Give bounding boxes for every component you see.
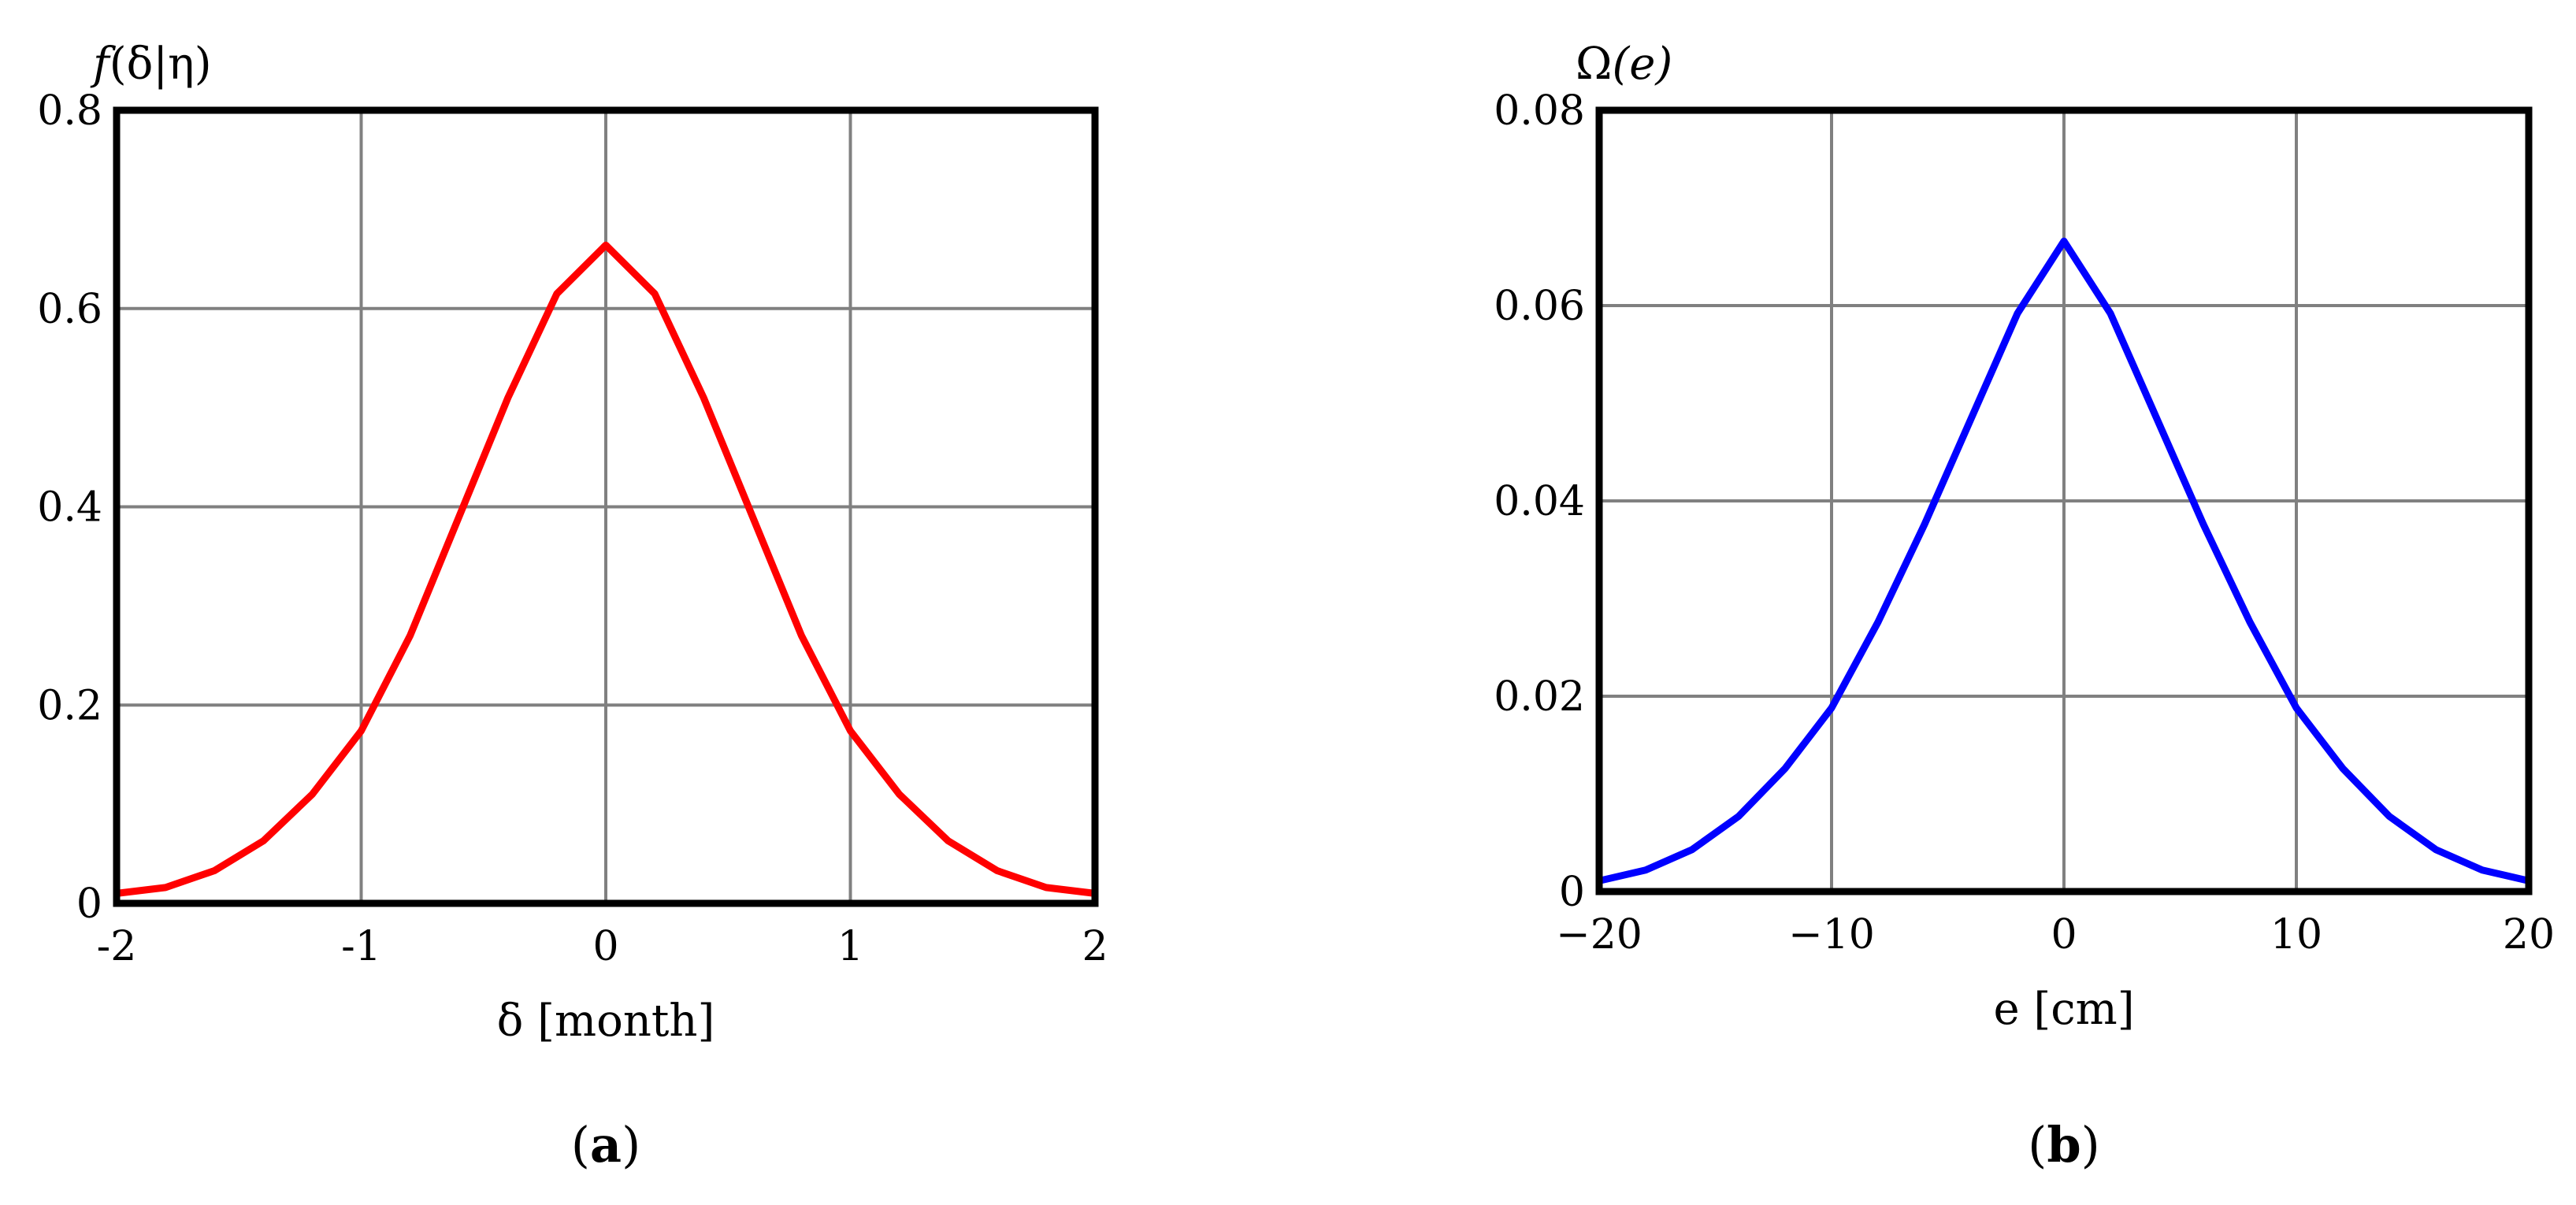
panel-b-x-tick-label: 20 bbox=[2503, 911, 2555, 958]
panel-a-x-tick-label: -1 bbox=[341, 923, 381, 970]
panel-a-x-tick-label: 1 bbox=[837, 923, 863, 970]
panel-b-y-axis-label: Ω(e) bbox=[1576, 39, 1672, 90]
panel-b-x-tick-label: −20 bbox=[1556, 911, 1642, 958]
panel-a-x-tick-labels: -2 -1 0 1 2 bbox=[97, 923, 1108, 970]
panel-a-density-curve bbox=[116, 241, 1096, 897]
panel-a-grid bbox=[117, 110, 1095, 903]
panel-b-label-letter: b bbox=[2047, 1116, 2080, 1173]
panel-a-x-tick-label: -2 bbox=[97, 923, 137, 970]
panel-a-y-tick-label: 0.2 bbox=[37, 682, 102, 729]
panel-b-x-tick-labels: −20 −10 0 10 20 bbox=[1556, 911, 2555, 958]
panel-b-y-axis-label-args: (e) bbox=[1612, 39, 1672, 90]
panel-a-y-tick-label: 0.8 bbox=[37, 87, 102, 135]
panel-b-chart: 0 0.02 0.04 0.06 0.08 −20 −10 0 10 20 Ω(e) e [cm… bbox=[1494, 39, 2555, 1173]
panel-b-y-tick-labels: 0 0.02 0.04 0.06 0.08 bbox=[1494, 87, 1585, 916]
panel-a-plot-frame bbox=[113, 106, 1099, 907]
panel-b-y-tick-label: 0.08 bbox=[1494, 87, 1585, 135]
panel-b-y-axis-label-function: Ω bbox=[1576, 39, 1612, 90]
panel-b-density-curve bbox=[1598, 237, 2530, 884]
panel-a-y-axis-label: f(δ|η) bbox=[90, 39, 212, 90]
panel-b-x-tick-label: −10 bbox=[1788, 911, 1875, 958]
panel-a-y-tick-labels: 0 0.2 0.4 0.6 0.8 bbox=[37, 87, 102, 928]
panel-a-x-axis-label: δ [month] bbox=[497, 996, 715, 1047]
panel-b-grid bbox=[1599, 110, 2529, 892]
panel-a-chart: 0 0.2 0.4 0.6 0.8 -2 -1 0 1 2 f(δ|η) δ [month] (… bbox=[37, 39, 1108, 1173]
panel-b-label: (b) bbox=[2028, 1116, 2100, 1173]
panel-a-label-letter: a bbox=[590, 1116, 622, 1173]
panel-a-y-tick-label: 0.6 bbox=[37, 286, 102, 333]
panel-a-y-tick-label: 0.4 bbox=[37, 484, 102, 532]
panel-b-y-tick-label: 0.02 bbox=[1494, 673, 1585, 721]
panel-b-y-tick-label: 0 bbox=[1559, 869, 1585, 916]
panel-b-plot-frame bbox=[1595, 106, 2533, 895]
panel-b-x-tick-label: 0 bbox=[2051, 911, 2077, 958]
panel-a-y-axis-label-args: (δ|η) bbox=[109, 39, 212, 90]
panel-a-label: (a) bbox=[571, 1116, 641, 1173]
panel-a-x-tick-label: 2 bbox=[1082, 923, 1108, 970]
panel-b-x-axis-label: e [cm] bbox=[1993, 984, 2134, 1035]
panel-a-x-tick-label: 0 bbox=[592, 923, 618, 970]
panel-b-x-tick-label: 10 bbox=[2270, 911, 2322, 958]
panel-b-y-tick-label: 0.04 bbox=[1494, 478, 1585, 525]
panel-a-y-tick-label: 0 bbox=[76, 881, 102, 928]
panel-b-y-tick-label: 0.06 bbox=[1494, 283, 1585, 330]
